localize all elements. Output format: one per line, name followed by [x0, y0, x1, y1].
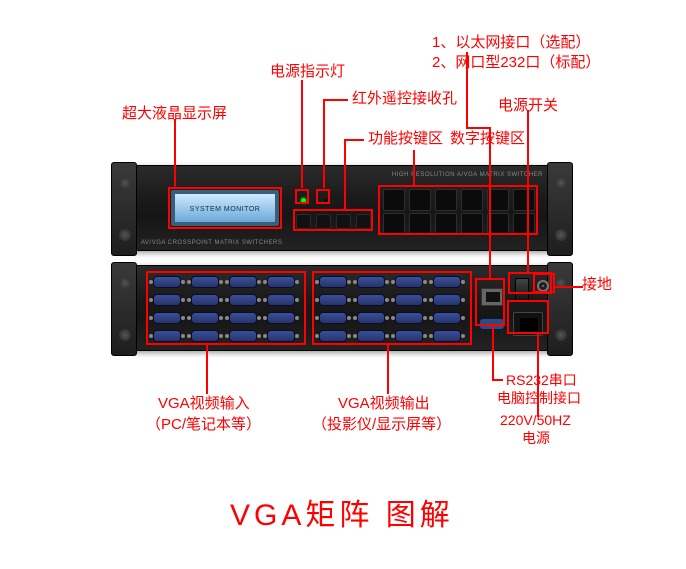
- front-strip-top: HIGH RESOLUTION A/VGA MATRIX SWITCHER: [392, 172, 543, 178]
- label-vga-out-2: （投影仪/显示屏等）: [312, 416, 451, 435]
- diagram-title: VGA矩阵 图解: [230, 490, 454, 534]
- highlight-vga_in: [146, 271, 306, 345]
- highlight-iec_pwr: [507, 300, 549, 334]
- highlight-func: [293, 209, 373, 231]
- rack-ear-right: [547, 162, 573, 256]
- label-net232-standard: 2、网口型232口（标配）: [432, 54, 600, 73]
- highlight-pwr_led: [295, 189, 309, 204]
- label-func-keys: 功能按键区: [368, 130, 443, 149]
- diagram-canvas: 1、以太网接口（选配） 2、网口型232口（标配） 电源指示灯 红外遥控接收孔 …: [0, 0, 686, 569]
- label-ground: 接地: [582, 276, 612, 295]
- highlight-lcd: [168, 187, 282, 229]
- label-vga-in-1: VGA视频输入: [158, 395, 250, 414]
- label-ethernet-option: 1、以太网接口（选配）: [432, 34, 590, 53]
- label-lcd: 超大液晶显示屏: [122, 105, 227, 124]
- label-rs232-2: 电脑控制接口: [497, 390, 581, 408]
- label-num-keys: 数字按键区: [450, 130, 525, 149]
- highlight-vga_out: [312, 271, 472, 345]
- label-power-led: 电源指示灯: [270, 63, 345, 82]
- highlight-ir: [316, 189, 330, 204]
- label-vga-out-1: VGA视频输出: [338, 395, 430, 414]
- label-rs232-1: RS232串口: [506, 372, 577, 390]
- rack-ear-left: [111, 262, 137, 356]
- highlight-ground: [533, 273, 555, 293]
- label-power-1: 220V/50HZ: [500, 412, 571, 430]
- label-vga-in-2: （PC/笔记本等）: [146, 416, 261, 435]
- front-strip-bottom: AV/VGA CROSSPOINT MATRIX SWITCHERS: [141, 240, 282, 246]
- highlight-net_232: [475, 278, 505, 326]
- label-power-2: 电源: [522, 430, 550, 448]
- rack-ear-left: [111, 162, 137, 256]
- label-ir-receiver: 红外遥控接收孔: [352, 90, 457, 109]
- label-power-switch: 电源开关: [498, 97, 558, 116]
- highlight-numkeys: [378, 185, 538, 235]
